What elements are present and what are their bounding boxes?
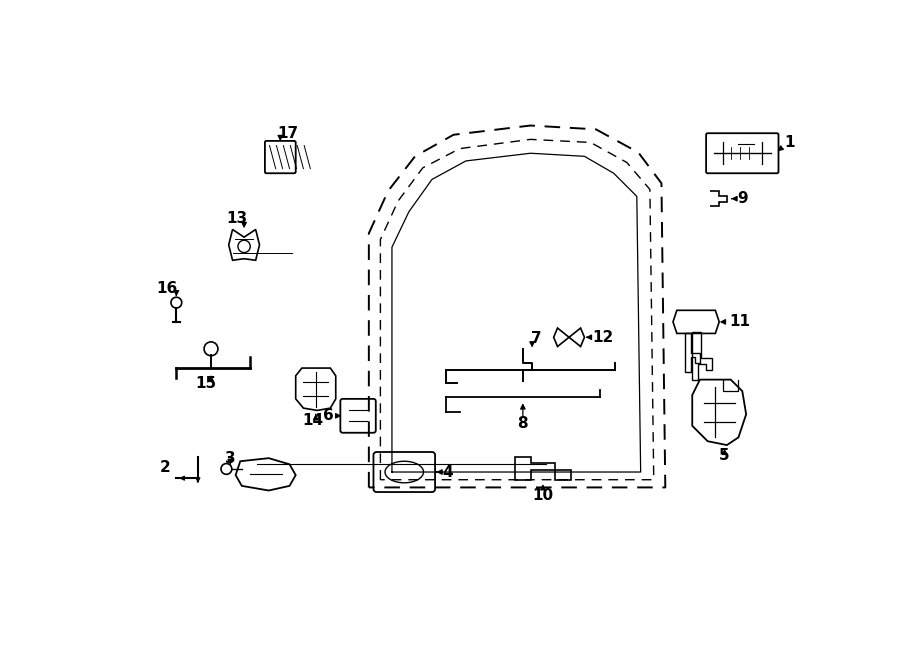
Text: 2: 2 [159,460,170,475]
Ellipse shape [385,461,424,483]
Text: 7: 7 [531,330,542,346]
Text: 5: 5 [719,447,730,463]
Text: 15: 15 [195,376,216,391]
FancyBboxPatch shape [374,452,435,492]
Text: 3: 3 [225,451,236,465]
FancyBboxPatch shape [265,141,296,173]
Text: 4: 4 [442,465,453,479]
Text: 11: 11 [729,315,751,329]
Text: 17: 17 [277,126,299,141]
Text: 1: 1 [785,135,796,150]
Text: 14: 14 [302,413,323,428]
Text: 12: 12 [592,330,614,345]
FancyBboxPatch shape [706,134,778,173]
Text: 16: 16 [157,282,177,296]
FancyBboxPatch shape [340,399,376,433]
Text: 6: 6 [323,408,333,423]
Text: 10: 10 [532,488,554,502]
Text: 9: 9 [737,191,748,206]
Text: 8: 8 [518,416,528,431]
Text: 13: 13 [226,212,247,226]
